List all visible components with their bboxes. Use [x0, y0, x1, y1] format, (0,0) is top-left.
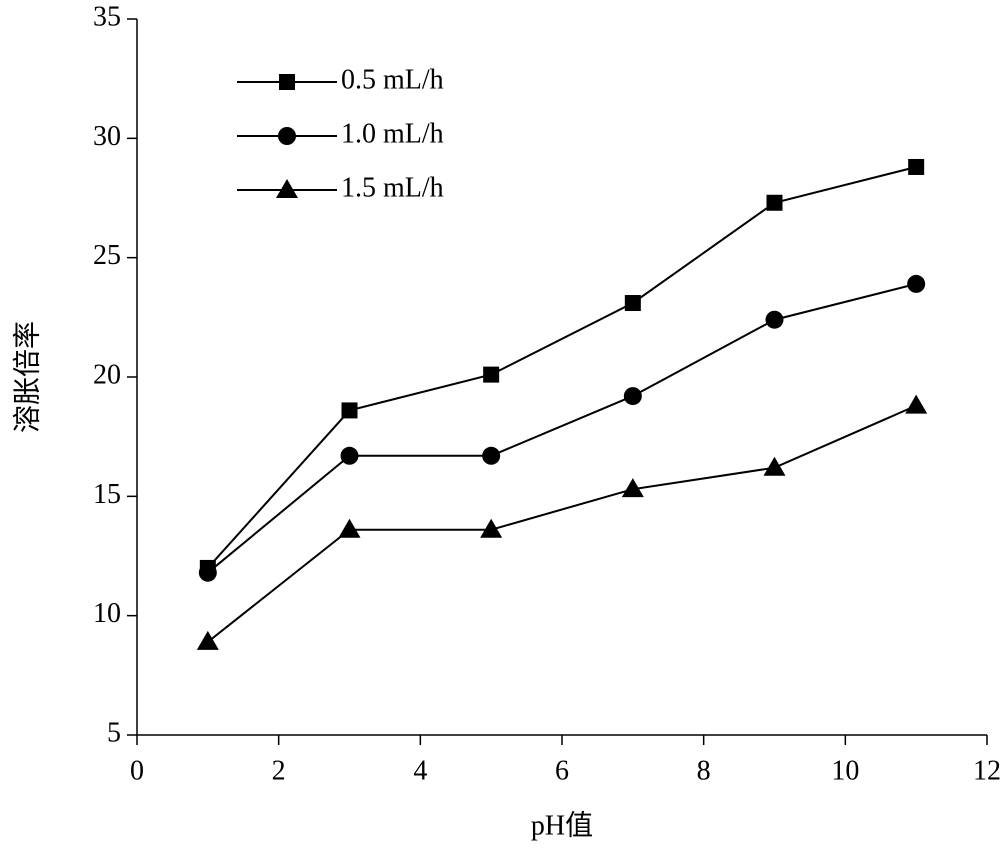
marker — [621, 478, 644, 498]
marker — [624, 295, 641, 312]
marker — [765, 310, 784, 329]
marker — [198, 563, 217, 582]
y-tick-label: 25 — [93, 240, 121, 271]
series-line — [207, 282, 917, 574]
marker — [623, 387, 642, 406]
marker — [482, 446, 501, 465]
x-tick-label: 0 — [130, 755, 144, 786]
marker — [908, 158, 925, 175]
y-axis-label: 溶胀倍率 — [11, 321, 43, 433]
x-axis-label: pH值 — [531, 809, 593, 841]
x-tick-label: 10 — [831, 755, 859, 786]
legend-marker — [276, 179, 298, 198]
legend-label: 1.5 mL/h — [341, 172, 444, 203]
series-line — [207, 166, 917, 569]
legend-label: 1.0 mL/h — [341, 118, 444, 149]
y-tick-label: 20 — [93, 359, 121, 390]
y-tick-label: 35 — [93, 1, 121, 32]
x-tick-label: 12 — [973, 755, 1000, 786]
marker — [338, 518, 361, 538]
legend-marker — [279, 74, 295, 90]
marker — [763, 456, 786, 476]
y-tick-label: 5 — [107, 717, 121, 748]
marker — [905, 394, 928, 414]
x-tick-label: 6 — [555, 755, 569, 786]
x-tick-label: 2 — [272, 755, 286, 786]
y-tick-label: 30 — [93, 121, 121, 152]
legend-marker — [278, 127, 296, 145]
marker — [341, 402, 358, 419]
legend-label: 0.5 mL/h — [341, 64, 444, 95]
marker — [907, 274, 926, 293]
marker — [766, 194, 783, 211]
y-tick-label: 15 — [93, 479, 121, 510]
marker — [196, 630, 219, 650]
x-tick-label: 8 — [697, 755, 711, 786]
marker — [480, 518, 503, 538]
series-line — [207, 404, 917, 643]
marker — [483, 366, 500, 383]
marker — [340, 446, 359, 465]
y-tick-label: 10 — [93, 598, 121, 629]
x-tick-label: 4 — [413, 755, 427, 786]
